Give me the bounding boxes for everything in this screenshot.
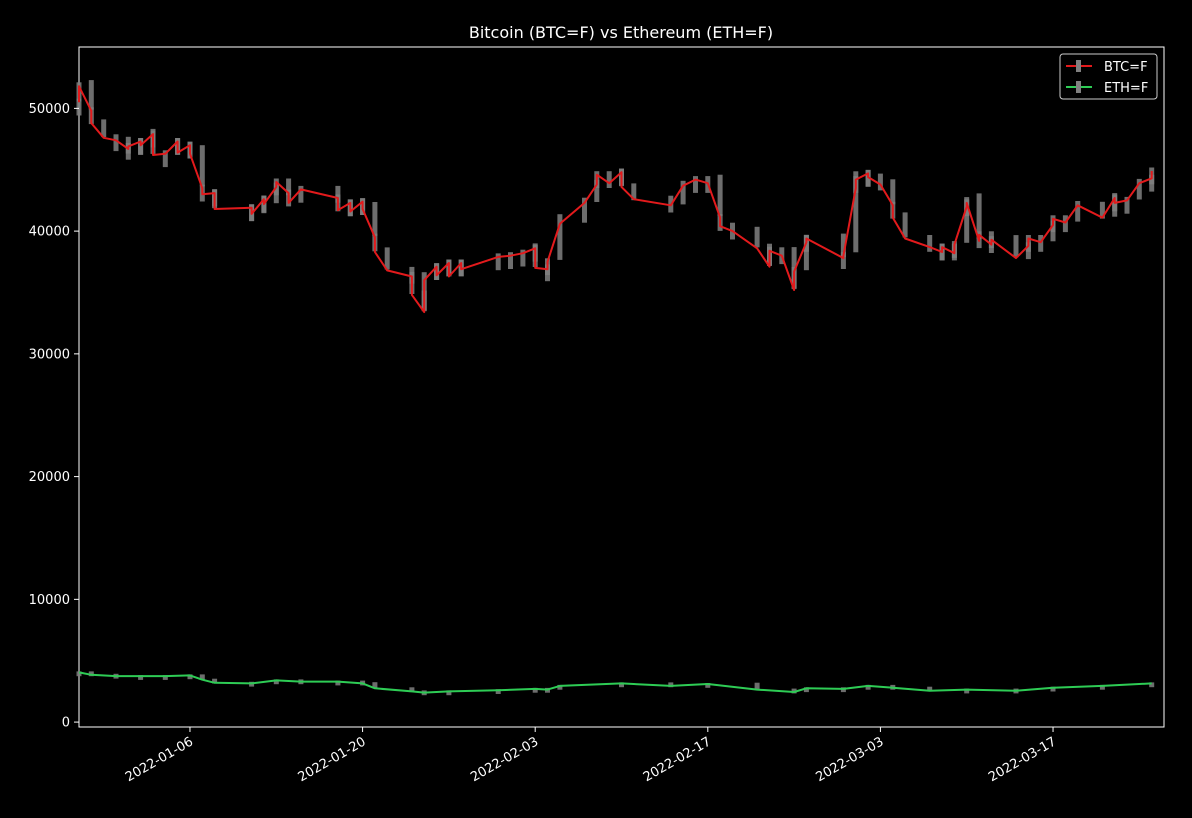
price-range-wick xyxy=(840,252,846,269)
price-range-wick xyxy=(187,674,193,680)
price-range-wick xyxy=(495,689,501,694)
price-range-wick xyxy=(680,180,686,205)
price-range-wick xyxy=(409,687,415,693)
price-range-wick xyxy=(717,174,723,216)
y-tick-label: 0 xyxy=(62,716,70,731)
price-range-wick xyxy=(890,179,896,205)
legend-label-btc: BTC=F xyxy=(1104,60,1148,75)
price-range-wick xyxy=(902,212,908,238)
price-range-wick xyxy=(1050,686,1056,692)
price-range-wick xyxy=(853,171,859,253)
price-range-wick xyxy=(508,252,513,269)
price-range-wick xyxy=(372,202,378,236)
price-range-wick xyxy=(88,80,94,110)
price-range-wick xyxy=(446,690,452,696)
legend-label-eth: ETH=F xyxy=(1104,81,1148,96)
price-range-wick xyxy=(335,185,341,203)
price-range-wick xyxy=(803,687,809,693)
price-range-wick xyxy=(693,176,698,193)
price-range-wick xyxy=(532,687,538,693)
price-range-wick xyxy=(138,138,144,155)
price-range-wick xyxy=(606,171,612,188)
price-range-wick xyxy=(162,675,168,680)
price-range-wick xyxy=(138,675,144,680)
price-range-wick xyxy=(273,679,279,685)
price-range-wick xyxy=(1038,235,1044,252)
series-line-eth-f xyxy=(78,671,1152,694)
price-range-wick xyxy=(927,235,933,252)
price-range-wick xyxy=(76,671,82,677)
price-range-wick xyxy=(495,253,501,271)
y-tick-label: 30000 xyxy=(29,347,70,362)
price-range-wick xyxy=(668,682,674,688)
price-range-wick xyxy=(1013,235,1019,258)
price-range-wick xyxy=(1099,684,1105,690)
price-range-wick xyxy=(803,234,809,271)
price-range-wick xyxy=(335,680,341,686)
price-range-wick xyxy=(964,688,970,694)
y-tick-label: 40000 xyxy=(29,225,70,240)
plot-frame xyxy=(78,46,1165,728)
price-range-wick xyxy=(754,682,760,690)
price-range-wick xyxy=(557,684,563,690)
series-line-btc-f xyxy=(78,85,1153,314)
price-range-wick xyxy=(964,197,970,243)
price-range-wick xyxy=(212,678,218,684)
price-range-wick xyxy=(286,178,292,196)
price-range-wick xyxy=(976,193,982,240)
chart-title: Bitcoin (BTC=F) vs Ethereum (ETH=F) xyxy=(469,23,773,42)
y-tick-label: 10000 xyxy=(29,593,70,608)
line-layer xyxy=(78,85,1153,694)
price-range-wick xyxy=(754,226,760,248)
price-range-wick xyxy=(520,249,526,267)
price-range-wick xyxy=(372,682,378,689)
y-tick-label: 50000 xyxy=(29,102,70,117)
price-range-wick xyxy=(594,179,600,202)
price-range-wick xyxy=(865,684,871,690)
price-range-wick xyxy=(1124,196,1130,214)
price-range-wick xyxy=(76,98,82,116)
price-range-wick xyxy=(199,145,205,187)
price-range-wick xyxy=(1149,682,1155,688)
price-range-wick xyxy=(840,233,846,258)
price-range-wick xyxy=(1136,178,1142,200)
price-range-wick xyxy=(619,682,624,688)
price-range-wick xyxy=(101,119,107,138)
price-range-wick xyxy=(705,683,711,688)
price-range-wick xyxy=(582,197,587,223)
price-range-wick xyxy=(384,247,390,270)
price-range-wick xyxy=(199,674,205,680)
price-range-wick xyxy=(113,134,119,152)
price-range-wick xyxy=(1099,201,1105,219)
price-range-wick xyxy=(865,169,871,187)
price-range-wick xyxy=(1062,215,1068,233)
price-range-wick xyxy=(927,686,933,692)
price-range-wick xyxy=(877,173,883,191)
price-range-wick xyxy=(125,142,131,160)
price-range-wick xyxy=(557,214,563,260)
price-range-wick xyxy=(1075,201,1081,222)
legend: BTC=F ETH=F xyxy=(1059,53,1158,100)
y-tick-label: 20000 xyxy=(29,470,70,485)
price-range-wick xyxy=(162,150,168,168)
price-range-wick xyxy=(298,185,304,203)
price-range-wick xyxy=(631,183,637,201)
legend-wick-btc xyxy=(1076,60,1081,72)
legend-wick-eth xyxy=(1076,81,1081,93)
